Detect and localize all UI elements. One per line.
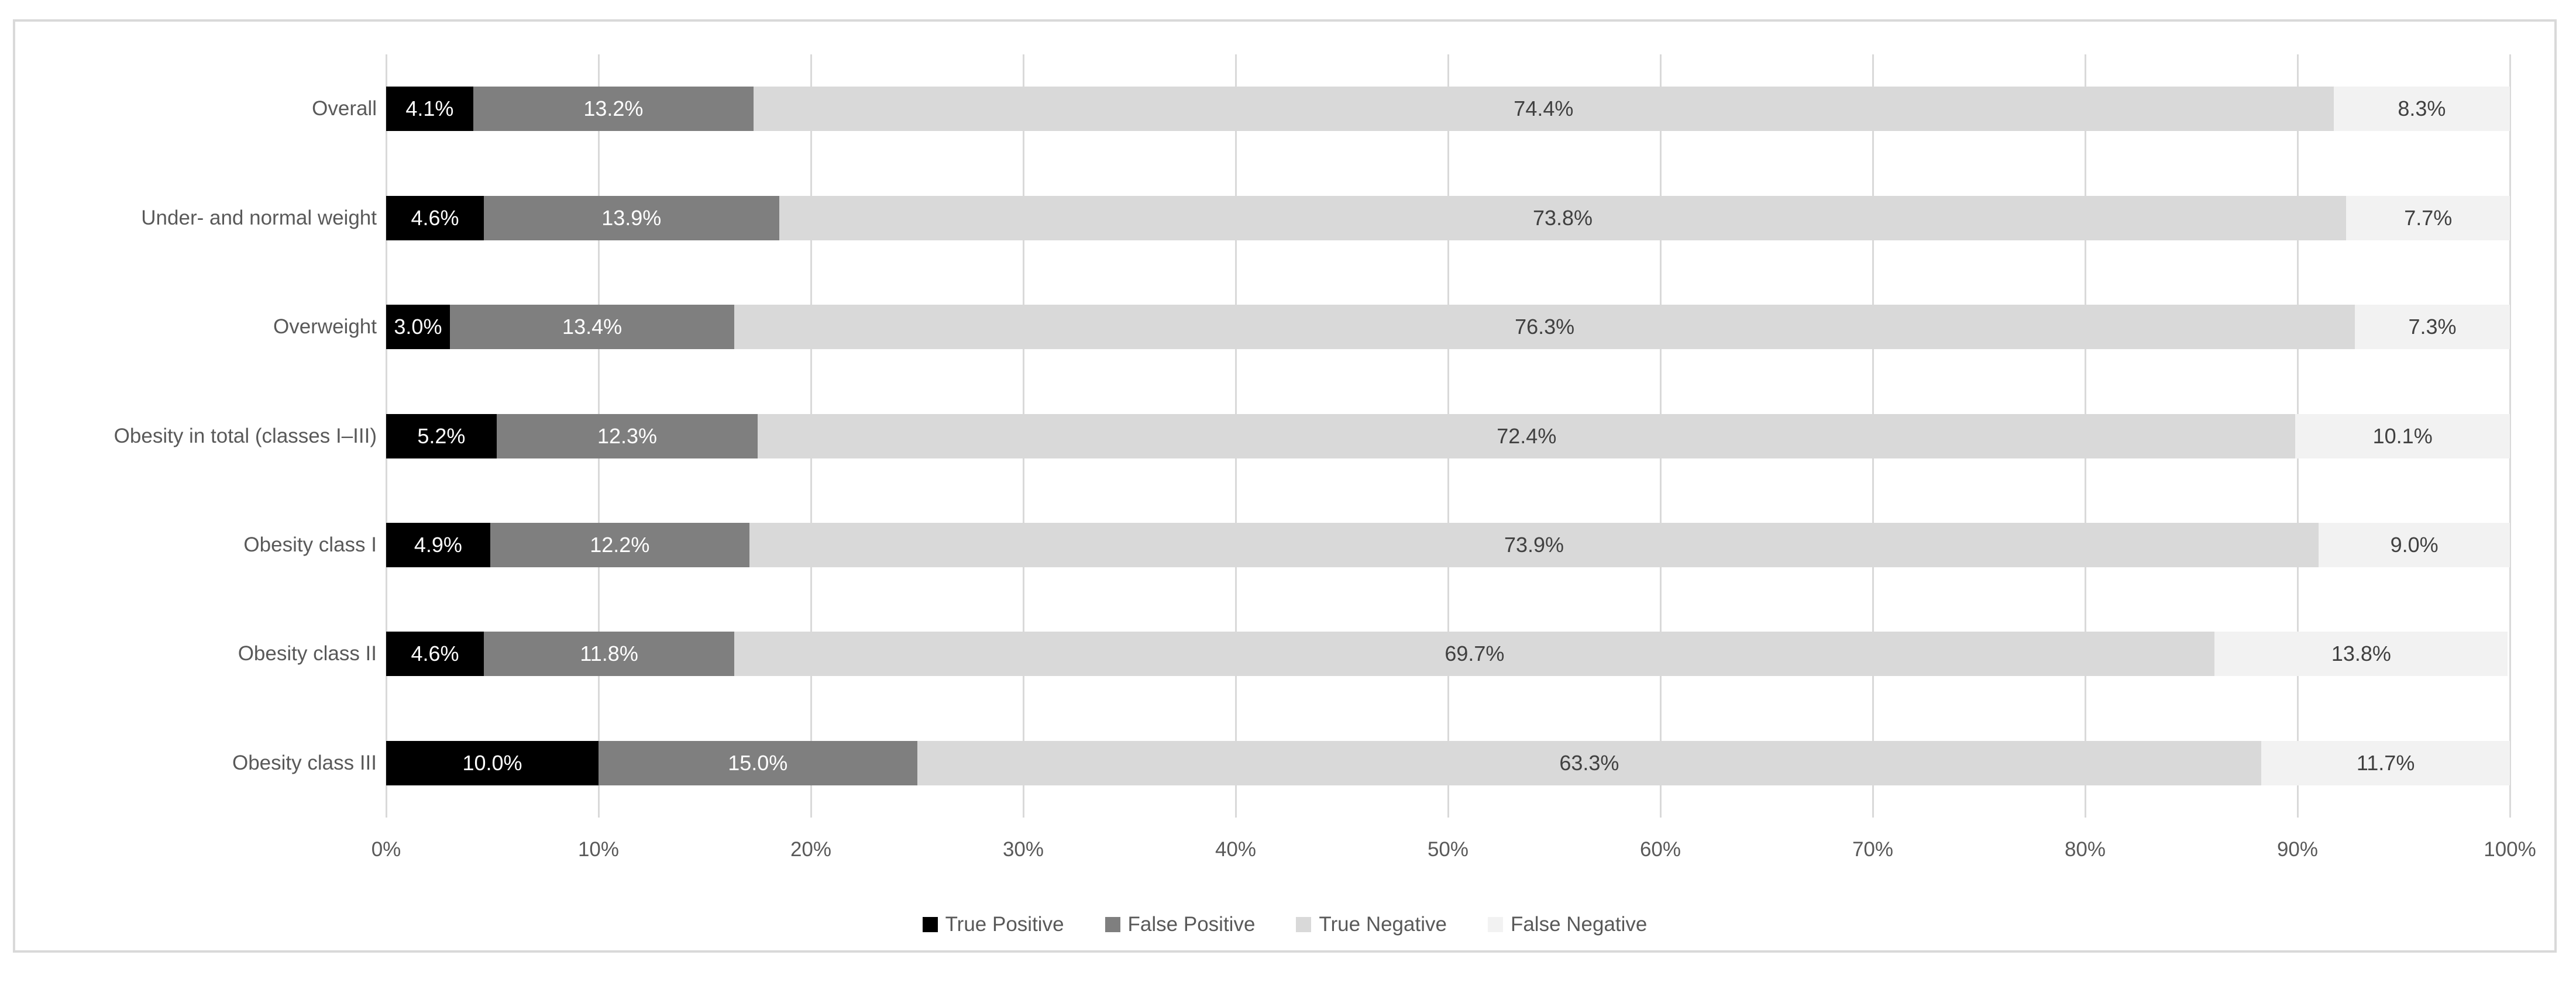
legend-swatch-icon	[1296, 917, 1312, 932]
bar-segment-true-positive: 4.6%	[386, 632, 484, 677]
bar-segment-true-negative: 76.3%	[734, 305, 2355, 350]
data-label: 10.1%	[2372, 423, 2433, 448]
data-label: 63.3%	[1559, 750, 1619, 775]
data-label: 4.1%	[405, 96, 454, 121]
bar-segment-false-negative: 11.7%	[2261, 740, 2510, 785]
bar-segment-false-negative: 8.3%	[2333, 87, 2510, 132]
data-label: 13.4%	[562, 315, 622, 339]
bar-segment-false-positive: 11.8%	[483, 632, 735, 677]
data-label: 13.8%	[2331, 642, 2391, 666]
data-label: 4.9%	[414, 532, 462, 557]
bar-segment-false-positive: 13.2%	[473, 87, 754, 132]
bar-segment-false-negative: 10.1%	[2295, 413, 2510, 458]
data-label: 9.0%	[2390, 532, 2439, 557]
x-tick-label: 100%	[2484, 838, 2536, 861]
bar-row: 5.2% 12.3% 72.4% 10.1%	[386, 413, 2510, 458]
data-label: 5.2%	[417, 423, 466, 448]
legend-label: False Positive	[1127, 913, 1256, 936]
bar-segment-true-negative: 74.4%	[753, 87, 2334, 132]
data-label: 11.7%	[2356, 750, 2415, 775]
bar-segment-false-negative: 7.3%	[2355, 305, 2510, 350]
bar-row: 4.6% 13.9% 73.8% 7.7%	[386, 195, 2510, 240]
category-label: Obesity class III	[232, 751, 377, 774]
category-label: Obesity in total (classes I–III)	[114, 424, 377, 447]
data-label: 13.9%	[601, 205, 662, 230]
bar-row: 4.6% 11.8% 69.7% 13.8%	[386, 632, 2510, 677]
x-tick-label: 30%	[1002, 838, 1044, 861]
bar-row: 4.9% 12.2% 73.9% 9.0%	[386, 522, 2510, 567]
data-label: 11.8%	[580, 642, 638, 666]
bar-segment-true-positive: 10.0%	[386, 740, 599, 785]
data-label: 12.2%	[590, 532, 650, 557]
data-label: 72.4%	[1497, 423, 1557, 448]
bar-row: 3.0% 13.4% 76.3% 7.3%	[386, 305, 2510, 350]
bar-segment-true-positive: 3.0%	[386, 305, 450, 350]
bar-segment-false-positive: 12.2%	[490, 522, 749, 567]
x-tick-label: 90%	[2276, 838, 2319, 861]
data-label: 69.7%	[1445, 642, 1505, 666]
data-label: 13.2%	[583, 96, 644, 121]
legend-item-false-positive: False Positive	[1105, 913, 1256, 936]
legend-swatch-icon	[1105, 917, 1120, 932]
bar-segment-true-positive: 4.6%	[386, 195, 484, 240]
bar-segment-true-negative: 73.9%	[749, 522, 2319, 567]
bar-segment-true-negative: 69.7%	[734, 632, 2215, 677]
bar-segment-false-positive: 13.9%	[483, 195, 779, 240]
x-tick-label: 70%	[1852, 838, 1894, 861]
bar-segment-false-negative: 9.0%	[2319, 522, 2510, 567]
bar-segment-true-negative: 72.4%	[758, 413, 2296, 458]
chart-figure: 4.1% 13.2% 74.4% 8.3% 4.6% 13.9% 73.8% 7.7% 3.0%…	[13, 19, 2557, 953]
category-label: Obesity class II	[238, 642, 377, 666]
x-tick-label: 20%	[790, 838, 832, 861]
category-label: Overall	[312, 97, 377, 120]
bar-segment-false-positive: 13.4%	[449, 305, 735, 350]
category-label: Under- and normal weight	[141, 206, 377, 229]
plot-area: 4.1% 13.2% 74.4% 8.3% 4.6% 13.9% 73.8% 7.7% 3.0%…	[385, 54, 2511, 818]
data-label: 76.3%	[1515, 315, 1575, 339]
legend-label: True Negative	[1319, 913, 1447, 936]
data-label: 4.6%	[411, 642, 459, 666]
bar-segment-false-positive: 15.0%	[599, 740, 917, 785]
legend-label: False Negative	[1510, 913, 1648, 936]
data-label: 8.3%	[2398, 96, 2446, 121]
x-tick-label: 80%	[2064, 838, 2106, 861]
data-label: 73.8%	[1532, 205, 1593, 230]
bar-segment-false-positive: 12.3%	[496, 413, 758, 458]
bar-segment-true-negative: 73.8%	[779, 195, 2347, 240]
category-label: Obesity class I	[243, 533, 377, 556]
bar-segment-false-negative: 7.7%	[2346, 195, 2510, 240]
legend: True Positive False Positive True Negative…	[15, 913, 2554, 936]
legend-item-true-negative: True Negative	[1296, 913, 1447, 936]
x-tick-label: 60%	[1639, 838, 1681, 861]
bar-row: 10.0% 15.0% 63.3% 11.7%	[386, 740, 2510, 785]
category-label: Overweight	[273, 315, 377, 339]
x-tick-label: 0%	[371, 838, 401, 861]
x-tick-label: 40%	[1215, 838, 1257, 861]
bar-row: 4.1% 13.2% 74.4% 8.3%	[386, 87, 2510, 132]
bar-segment-true-positive: 4.1%	[386, 87, 473, 132]
data-label: 74.4%	[1514, 96, 1574, 121]
legend-item-true-positive: True Positive	[922, 913, 1064, 936]
x-tick-label: 50%	[1427, 838, 1469, 861]
data-label: 12.3%	[597, 423, 658, 448]
data-label: 3.0%	[394, 315, 442, 339]
legend-item-false-negative: False Negative	[1487, 913, 1648, 936]
x-tick-label: 10%	[577, 838, 620, 861]
data-label: 73.9%	[1504, 532, 1564, 557]
legend-label: True Positive	[945, 913, 1064, 936]
data-label: 7.3%	[2408, 315, 2457, 339]
data-label: 4.6%	[411, 205, 459, 230]
legend-swatch-icon	[922, 917, 938, 932]
bar-segment-false-negative: 13.8%	[2214, 632, 2508, 677]
legend-swatch-icon	[1487, 917, 1503, 932]
bar-segment-true-positive: 4.9%	[386, 522, 490, 567]
bar-segment-true-negative: 63.3%	[917, 740, 2262, 785]
data-label: 15.0%	[728, 750, 788, 775]
data-label: 10.0%	[462, 750, 522, 775]
gridline	[2509, 54, 2511, 818]
data-label: 7.7%	[2404, 205, 2453, 230]
bar-segment-true-positive: 5.2%	[386, 413, 497, 458]
